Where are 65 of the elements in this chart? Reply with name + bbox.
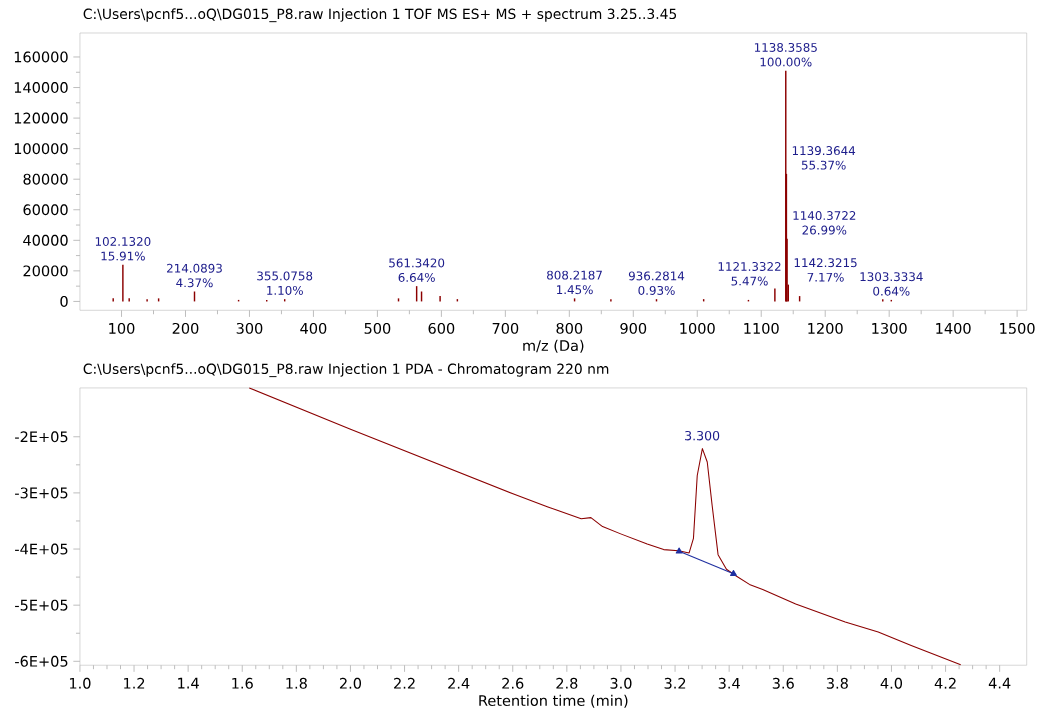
x-tick-label: 1.6 — [232, 677, 253, 689]
annotation: 214.0893 4.37% — [167, 263, 222, 288]
x-axis-title: Retention time (min) — [479, 694, 628, 708]
annotation: 1140.3722 26.99% — [793, 211, 856, 235]
y-tick-label: 100000 — [14, 143, 68, 155]
annotation: 1139.3644 55.37% — [792, 146, 856, 170]
x-tick-label: 2.2 — [394, 677, 415, 689]
x-tick-label: 1000 — [680, 322, 715, 334]
x-tick-label: 1200 — [808, 322, 843, 334]
annotation: 936.2814 0.93% — [628, 271, 685, 295]
x-tick-label: 1.2 — [124, 677, 145, 689]
annotation: 102.1320 15.91% — [95, 237, 151, 261]
x-tick-label: 1.8 — [286, 677, 307, 689]
x-tick-label: 1400 — [936, 322, 971, 334]
x-tick-label: 3.8 — [826, 677, 848, 689]
x-tick-label: 2.8 — [556, 677, 578, 689]
x-tick-label: 2.6 — [502, 677, 524, 689]
annotation: 561.3420 6.64% — [389, 258, 445, 282]
x-tick-label: 3.2 — [664, 677, 686, 689]
chart-title: C:\Users\pcnf5...oQ\DG015_P8.raw Injection 1 TOF MS ES+ MS + spectrum 3.25..3.45 — [83, 8, 677, 23]
chart-title: C:\Users\pcnf5...oQ\DG015_P8.raw Injection 1 PDA - Chromatogram 220 nm — [83, 363, 609, 378]
y-tick-label: 80000 — [23, 173, 68, 185]
annotation: 355.0758 1.10% — [257, 271, 313, 295]
x-tick-label: 3.4 — [718, 677, 740, 689]
x-tick-label: 400 — [300, 322, 327, 334]
x-tick-label: 2.0 — [339, 677, 362, 689]
x-tick-label: 3.0 — [610, 677, 632, 689]
x-tick-label: 600 — [428, 322, 455, 334]
line-series — [248, 387, 962, 666]
y-tick-label: -5E+05 — [15, 599, 68, 611]
x-tick-label: 100 — [109, 322, 135, 334]
y-tick-label: 60000 — [23, 204, 68, 216]
x-axis-title: m/z (Da) — [523, 339, 584, 353]
x-tick-label: 4.4 — [988, 677, 1011, 689]
annotation: 1303.3334 0.64% — [860, 272, 923, 296]
x-tick-label: 1100 — [744, 322, 779, 334]
y-tick-label: 40000 — [23, 234, 68, 246]
x-tick-label: 4.2 — [934, 677, 956, 689]
x-tick-label: 700 — [492, 322, 519, 334]
x-tick-label: 1500 — [1000, 322, 1035, 334]
x-tick-label: 300 — [236, 322, 263, 334]
x-tick-label: 1.0 — [69, 677, 91, 689]
annotation: 1142.3215 7.17% — [794, 258, 857, 282]
x-tick-label: 500 — [364, 322, 391, 334]
y-tick-label: -4E+05 — [15, 543, 68, 555]
y-tick-label: -3E+05 — [15, 487, 68, 499]
annotation: 808.2187 1.45% — [547, 270, 602, 295]
x-tick-label: 2.4 — [448, 677, 470, 689]
x-tick-label: 200 — [172, 322, 199, 334]
x-tick-label: 800 — [556, 322, 583, 334]
x-tick-label: 1.4 — [178, 677, 199, 689]
y-tick-label: 140000 — [14, 82, 68, 94]
x-tick-label: 900 — [620, 322, 647, 334]
annotation: 3.300 — [685, 430, 720, 441]
x-tick-label: 3.6 — [772, 677, 794, 689]
y-tick-label: -2E+05 — [15, 431, 68, 443]
y-tick-label: 160000 — [14, 51, 68, 63]
x-tick-label: 4.0 — [880, 677, 903, 689]
y-tick-label: 0 — [60, 295, 68, 307]
annotation: 1121.3322 5.47% — [718, 262, 781, 286]
annotation: 1138.3585 100.00% — [754, 42, 817, 67]
y-tick-label: 20000 — [23, 265, 68, 277]
y-tick-label: -6E+05 — [15, 655, 68, 667]
y-tick-label: 120000 — [14, 112, 68, 124]
x-tick-label: 1300 — [872, 322, 907, 334]
